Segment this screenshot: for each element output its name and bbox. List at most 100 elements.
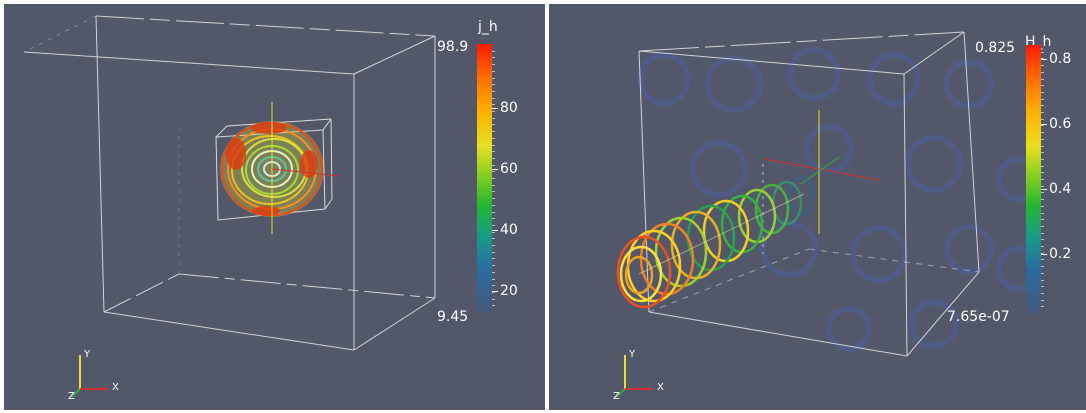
colorbar-minor-tick bbox=[1041, 58, 1044, 60]
colorbar[interactable] bbox=[1026, 45, 1041, 313]
colorbar-tick-label: 0.6 bbox=[1049, 116, 1072, 132]
colorbar-tick-label: 0.4 bbox=[1049, 181, 1072, 197]
colorbar-minor-tick bbox=[1041, 286, 1044, 288]
colorbar-minor-tick bbox=[1041, 98, 1044, 100]
colorbar-minor-tick bbox=[492, 90, 495, 92]
colorbar-minor-tick bbox=[492, 231, 495, 233]
colorbar-minor-tick bbox=[492, 117, 495, 119]
axis-y-label: Y bbox=[629, 349, 636, 360]
colorbar-minor-tick bbox=[492, 224, 495, 226]
colorbar-minor-tick bbox=[492, 245, 495, 246]
colorbar-minor-tick bbox=[492, 204, 495, 206]
colorbar-minor-tick bbox=[492, 198, 495, 200]
colorbar-minor-tick bbox=[1041, 78, 1044, 80]
colorbar-minor-tick bbox=[492, 265, 495, 267]
colorbar-minor-tick bbox=[492, 131, 495, 133]
colorbar-minor-tick bbox=[1041, 212, 1044, 214]
colorbar-minor-tick bbox=[492, 57, 495, 59]
colorbar-minor-tick bbox=[1041, 132, 1044, 134]
colorbar-minor-tick bbox=[1041, 85, 1044, 87]
colorbar-tick-label: 60 bbox=[500, 161, 518, 177]
render-view-left[interactable]: j_h 98.9 80 60 40 20 9.45 Y X Z bbox=[4, 4, 545, 410]
colorbar-minor-tick bbox=[1041, 279, 1044, 281]
colorbar-minor-tick bbox=[1041, 158, 1044, 160]
colorbar-tick bbox=[1041, 59, 1047, 60]
axis-y-label: Y bbox=[84, 349, 91, 360]
colorbar-minor-tick bbox=[1041, 246, 1044, 247]
colorbar-minor-tick bbox=[1041, 266, 1044, 268]
colorbar-max-label: 0.825 bbox=[975, 40, 1016, 56]
colorbar-minor-tick bbox=[1041, 306, 1044, 308]
colorbar-minor-tick bbox=[492, 70, 495, 72]
colorbar-minor-tick bbox=[492, 111, 495, 112]
colorbar-tick-label: 0.2 bbox=[1049, 246, 1072, 262]
colorbar-minor-tick bbox=[1041, 138, 1044, 140]
orientation-axes: Y X Z bbox=[54, 349, 124, 404]
colorbar-minor-tick bbox=[1041, 165, 1044, 167]
colorbar-tick-label: 20 bbox=[500, 283, 518, 299]
colorbar-minor-tick bbox=[1041, 205, 1044, 207]
colorbar-tick bbox=[492, 230, 498, 231]
colorbar-minor-tick bbox=[1041, 91, 1044, 93]
colorbar-minor-tick bbox=[492, 278, 495, 280]
axis-x-label: X bbox=[657, 382, 664, 393]
colorbar-minor-tick bbox=[492, 211, 495, 213]
colorbar-minor-tick bbox=[1041, 51, 1044, 53]
colorbar[interactable] bbox=[477, 44, 492, 312]
colorbar-minor-tick bbox=[1041, 179, 1044, 180]
colorbar-minor-tick bbox=[1041, 292, 1044, 294]
orientation-axes-lines bbox=[615, 355, 653, 398]
colorbar-minor-tick bbox=[1041, 185, 1044, 187]
colorbar-minor-tick bbox=[1041, 172, 1044, 174]
colorbar-minor-tick bbox=[492, 50, 495, 52]
colorbar-minor-tick bbox=[492, 84, 495, 86]
orientation-axes: Y X Z bbox=[599, 349, 669, 404]
axis-z-label: Z bbox=[68, 391, 75, 402]
colorbar-minor-tick bbox=[1041, 259, 1044, 261]
colorbar-min-label: 7.65e-07 bbox=[947, 309, 1010, 325]
colorbar-tick bbox=[1041, 189, 1047, 190]
colorbar-minor-tick bbox=[492, 104, 495, 106]
colorbar-minor-tick bbox=[492, 97, 495, 99]
colorbar-minor-tick bbox=[492, 298, 495, 300]
colorbar-minor-tick bbox=[1041, 299, 1044, 301]
colorbar-minor-tick bbox=[492, 171, 495, 173]
colorbar-minor-tick bbox=[492, 291, 495, 293]
colorbar-tick-label: 40 bbox=[500, 222, 518, 238]
axis-x-label: X bbox=[112, 382, 119, 393]
colorbar-tick bbox=[492, 169, 498, 170]
orientation-axes-lines bbox=[70, 355, 108, 398]
colorbar-minor-tick bbox=[1041, 232, 1044, 234]
colorbar-minor-tick bbox=[1041, 272, 1044, 274]
colorbar-minor-tick bbox=[492, 151, 495, 153]
outer-bounding-box bbox=[23, 15, 436, 351]
colorbar-minor-tick bbox=[492, 137, 495, 139]
colorbar-minor-tick bbox=[492, 238, 495, 240]
colorbar-tick bbox=[492, 108, 498, 109]
colorbar-minor-tick bbox=[1041, 199, 1044, 201]
colorbar-minor-tick bbox=[492, 157, 495, 159]
colorbar-minor-tick bbox=[1041, 112, 1044, 113]
colorbar-minor-tick bbox=[1041, 105, 1044, 107]
colorbar-minor-tick bbox=[492, 124, 495, 126]
colorbar-minor-tick bbox=[1041, 252, 1044, 254]
colorbar-max-label: 98.9 bbox=[437, 39, 469, 55]
colorbar-tick-label: 80 bbox=[500, 100, 518, 116]
colorbar-minor-tick bbox=[492, 271, 495, 273]
colorbar-minor-tick bbox=[1041, 65, 1044, 67]
colorbar-minor-tick bbox=[1041, 192, 1044, 194]
bounding-box bbox=[638, 31, 980, 357]
colorbar-minor-tick bbox=[492, 77, 495, 79]
colorbar-minor-tick bbox=[492, 285, 495, 287]
colorbar-minor-tick bbox=[1041, 225, 1044, 227]
streamline-blob-left bbox=[220, 102, 340, 234]
colorbar-tick bbox=[1041, 254, 1047, 255]
ring-tube bbox=[616, 176, 815, 309]
colorbar-minor-tick bbox=[1041, 239, 1044, 241]
colorbar-minor-tick bbox=[492, 218, 495, 220]
colorbar-minor-tick bbox=[1041, 125, 1044, 127]
colorbar-minor-tick bbox=[492, 64, 495, 66]
render-view-right[interactable]: H_h 0.825 0.8 0.6 0.4 0.2 7.65e-07 Y X Z bbox=[549, 4, 1086, 410]
colorbar-min-label: 9.45 bbox=[437, 309, 469, 325]
colorbar-minor-tick bbox=[492, 184, 495, 186]
